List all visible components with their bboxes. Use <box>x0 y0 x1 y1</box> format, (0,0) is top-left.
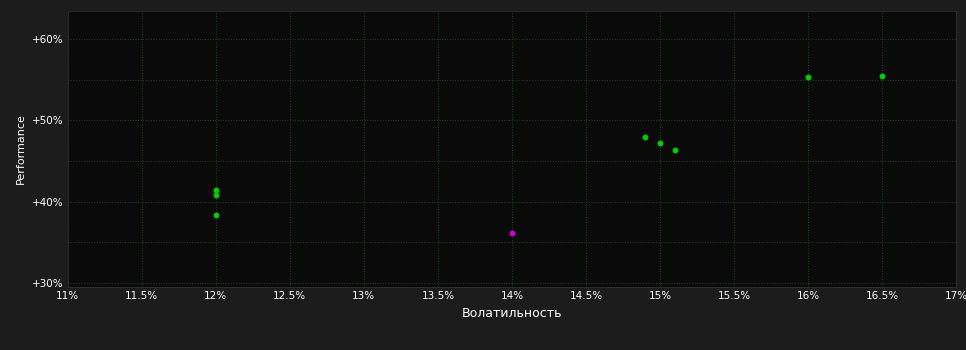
Point <box>874 74 890 79</box>
Point <box>652 140 668 146</box>
Point <box>668 148 683 153</box>
Point <box>801 75 816 80</box>
X-axis label: Волатильность: Волатильность <box>462 307 562 320</box>
Point <box>208 192 223 198</box>
Y-axis label: Performance: Performance <box>16 113 26 184</box>
Point <box>504 230 520 235</box>
Point <box>638 134 653 139</box>
Point <box>208 212 223 217</box>
Point <box>208 188 223 193</box>
